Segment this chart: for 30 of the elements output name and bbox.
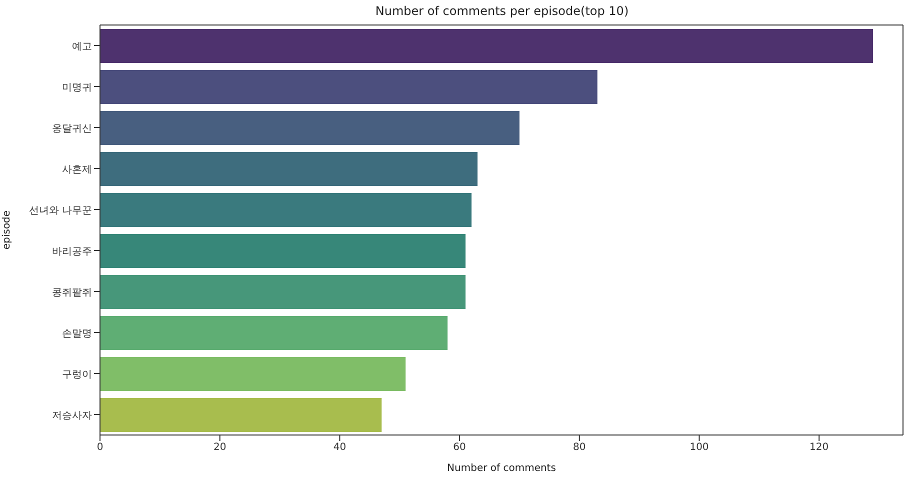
bar	[100, 152, 478, 186]
bar	[100, 275, 466, 309]
y-tick-label: 바리공주	[52, 246, 92, 258]
y-tick-label: 저승사자	[52, 410, 92, 422]
y-tick-label: 손말명	[62, 328, 92, 340]
x-tick-label: 60	[453, 442, 466, 454]
x-tick-label: 80	[573, 442, 586, 454]
bar	[100, 111, 520, 145]
bar	[100, 193, 472, 227]
chart-title: Number of comments per episode(top 10)	[374, 4, 630, 18]
bar	[100, 398, 382, 432]
bar	[100, 70, 598, 104]
y-tick-label: 미명귀	[62, 82, 92, 94]
x-tick-label: 120	[810, 442, 829, 454]
bar	[100, 357, 406, 391]
y-tick-label: 선녀와 나무꾼	[28, 206, 92, 216]
y-tick-label: 사혼제	[62, 164, 92, 176]
x-axis-title: Number of comments	[447, 463, 556, 474]
y-axis-title: episode	[2, 210, 13, 250]
x-tick-label: 40	[333, 442, 346, 454]
y-tick-label: 구렁이	[62, 370, 92, 380]
y-tick-label: 예고	[72, 42, 92, 52]
x-tick-label: 20	[213, 442, 226, 454]
bar	[100, 29, 874, 63]
x-tick-label: 100	[690, 442, 709, 454]
bar	[100, 234, 466, 268]
bar	[100, 316, 448, 350]
x-tick-label: 0	[96, 442, 104, 454]
y-tick-label: 옹달귀신	[52, 124, 92, 134]
y-tick-label: 콩쥐팥쥐	[52, 288, 92, 298]
